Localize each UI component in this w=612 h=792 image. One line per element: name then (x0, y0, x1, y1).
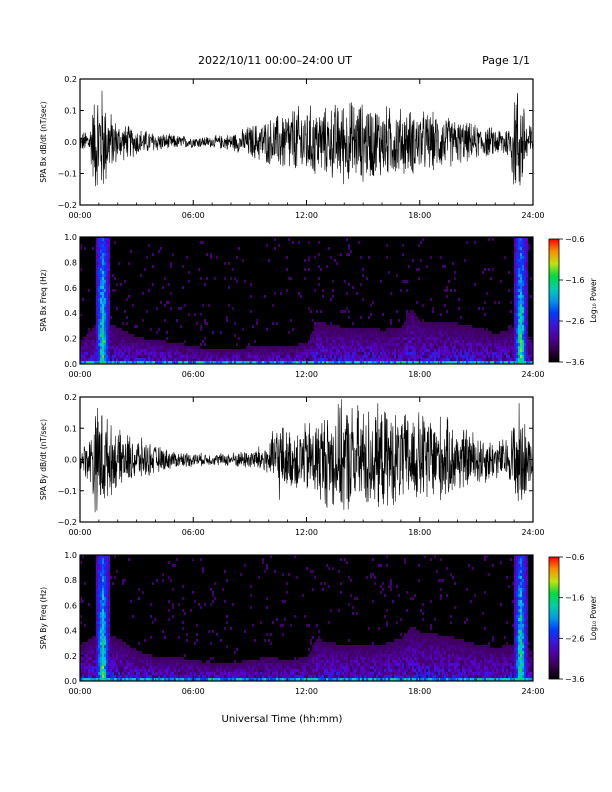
x-tick-label: 06:00 (182, 370, 205, 379)
y-tick-label: 0.2 (64, 393, 77, 402)
y-tick-label: 0.1 (64, 424, 77, 433)
y-tick-label: −0.2 (58, 201, 77, 210)
colorbar: −0.6 −1.6 −2.6 −3.6 Log₁₀ Power (548, 235, 598, 367)
y-tick-label: 0.0 (64, 360, 77, 369)
x-tick-label: 18:00 (408, 528, 431, 537)
colorbar-label: Log₁₀ Power (589, 595, 598, 640)
y-axis-label: SPA Bx dB/dt (nT/sec) (39, 101, 48, 182)
x-tick-label: 00:00 (68, 370, 91, 379)
x-tick-label: 06:00 (182, 211, 205, 220)
colorbar: −0.6 −1.6 −2.6 −3.6 Log₁₀ Power (548, 553, 598, 684)
x-tick-label: 06:00 (182, 528, 205, 537)
colorbar-tick-label: −1.6 (565, 276, 584, 285)
y-tick-label: 1.0 (64, 551, 77, 560)
x-tick-label: 00:00 (68, 687, 91, 696)
x-tick-label: 24:00 (521, 687, 544, 696)
y-tick-label: 0.8 (64, 258, 77, 267)
y-tick-label: 0.8 (64, 576, 77, 585)
x-tick-label: 24:00 (521, 528, 544, 537)
y-tick-label: −0.2 (58, 518, 77, 527)
colorbar-label: Log₁₀ Power (589, 277, 598, 322)
y-tick-label: 0.4 (64, 309, 77, 318)
y-tick-label: 0.1 (64, 107, 77, 116)
x-axis-label: Universal Time (hh:mm) (222, 714, 343, 725)
panel-1: 00:00 06:00 12:00 18:00 24:00 0.2 0.1 0.0 −0.1 −0… (39, 75, 545, 220)
y-tick-label: 1.0 (64, 233, 77, 242)
colorbar-tick-label: −3.6 (565, 358, 584, 367)
y-tick-label: 0.0 (64, 138, 77, 147)
y-tick-label: 0.2 (64, 652, 77, 661)
spectrogram-cells (80, 238, 533, 364)
signal-trace (80, 90, 533, 187)
colorbar-scale (548, 238, 560, 363)
y-axis-label: SPA By dB/dt (nT/sec) (39, 419, 48, 500)
x-tick-label: 18:00 (408, 370, 431, 379)
y-tick-label: 0.2 (64, 335, 77, 344)
y-tick-label: 0.2 (64, 75, 77, 84)
figure-title: 2022/10/11 00:00–24:00 UT (198, 54, 352, 67)
colorbar-tick-label: −0.6 (565, 553, 584, 562)
x-tick-label: 18:00 (408, 211, 431, 220)
colorbar-tick-label: −0.6 (565, 235, 584, 244)
x-tick-label: 06:00 (182, 687, 205, 696)
spectrogram-cells (80, 555, 533, 681)
x-tick-label: 24:00 (521, 370, 544, 379)
y-tick-label: 0.0 (64, 677, 77, 686)
colorbar-tick-label: −2.6 (565, 317, 584, 326)
x-tick-label: 12:00 (295, 687, 318, 696)
y-tick-label: −0.1 (58, 487, 77, 496)
panels: 00:00 06:00 12:00 18:00 24:00 0.2 0.1 0.0 −0.1 −0… (39, 75, 598, 696)
panel-3: 00:00 06:00 12:00 18:00 24:00 0.2 0.1 0.0 −0.1 −0… (39, 393, 545, 537)
x-tick-label: 18:00 (408, 687, 431, 696)
x-tick-label: 00:00 (68, 211, 91, 220)
colorbar-tick-label: −2.6 (565, 634, 584, 643)
colorbar-tick-label: −3.6 (565, 675, 584, 684)
x-tick-label: 12:00 (295, 211, 318, 220)
signal-trace (80, 399, 533, 513)
y-axis-label: SPA Bx Freq (Hz) (39, 269, 48, 331)
x-tick-label: 00:00 (68, 528, 91, 537)
y-tick-label: 0.4 (64, 627, 77, 636)
y-tick-label: −0.1 (58, 170, 77, 179)
x-tick-label: 24:00 (521, 211, 544, 220)
page-number: Page 1/1 (482, 54, 530, 67)
y-tick-label: 0.0 (64, 456, 77, 465)
x-tick-label: 12:00 (295, 528, 318, 537)
y-tick-label: 0.6 (64, 284, 77, 293)
colorbar-scale (548, 556, 560, 680)
y-tick-label: 0.6 (64, 601, 77, 610)
colorbar-tick-label: −1.6 (565, 594, 584, 603)
y-axis-label: SPA By Freq (Hz) (39, 587, 48, 649)
x-tick-label: 12:00 (295, 370, 318, 379)
panel-4: −0.6 −1.6 −2.6 −3.6 Log₁₀ Power 00:00 06:00 12:… (39, 551, 598, 696)
panel-2: −0.6 −1.6 −2.6 −3.6 Log₁₀ Power 00:00 06:00 12:… (39, 233, 598, 379)
